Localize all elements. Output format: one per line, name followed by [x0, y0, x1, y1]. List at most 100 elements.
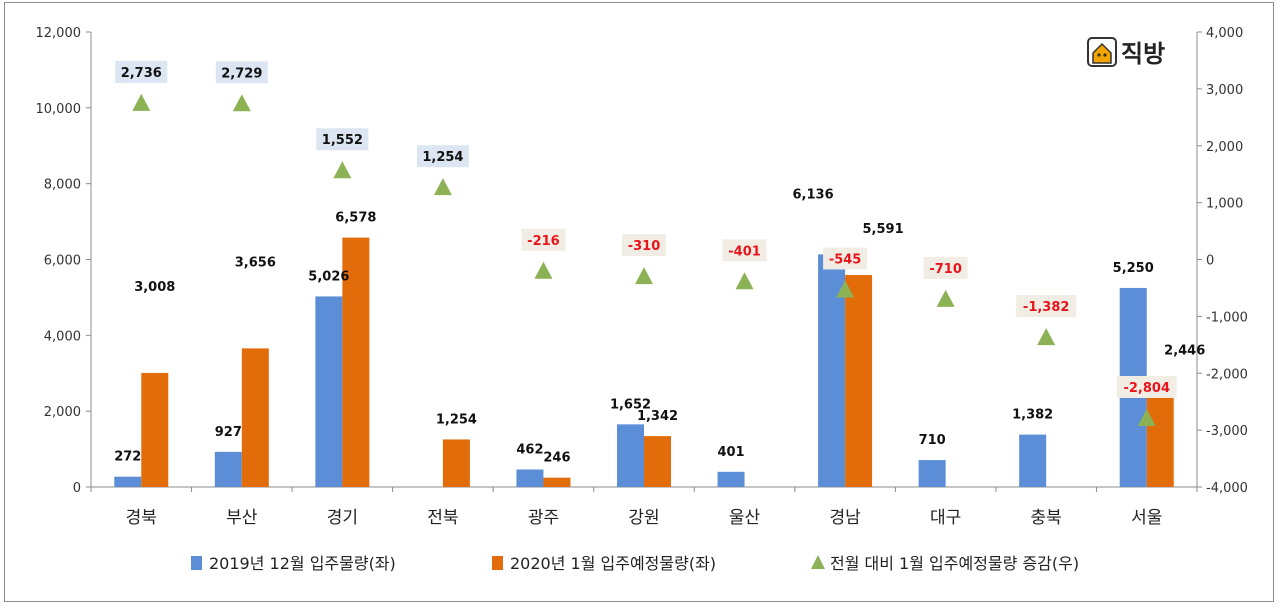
bar-2020-01 [543, 477, 571, 487]
change-marker [333, 161, 352, 179]
y-right-tick-label: -1,000 [1206, 310, 1248, 325]
bar-2020-01-label: 5,591 [863, 222, 904, 237]
bar-2019-12 [114, 476, 142, 487]
x-tick-label: 서울 [1131, 508, 1162, 528]
chart-frame: 직방 0 2,000 4,000 6,000 8,000 10,000 12,000 -4,0… [4, 2, 1274, 602]
bar-2020-01-label: 3,008 [134, 280, 175, 295]
change-marker [1037, 328, 1056, 346]
x-tick-label: 경남 [829, 508, 861, 528]
logo-text: 직방 [1121, 40, 1165, 68]
bars [114, 237, 1174, 487]
change-label: 2,729 [221, 66, 262, 81]
bar-2019-12 [918, 460, 946, 487]
bar-2020-01-label: 2,446 [1164, 343, 1205, 358]
change-marker [433, 178, 452, 196]
x-tick-label: 대구 [930, 508, 961, 528]
bar-2020-01-label: 1,342 [637, 409, 678, 424]
legend-swatch-2020-01 [492, 556, 503, 570]
change-marker [132, 93, 151, 111]
change-label-box [115, 60, 168, 83]
bar-2019-12-label: 5,250 [1113, 261, 1154, 276]
y-left-tick-label: 12,000 [36, 26, 82, 41]
bar-2019-12-label: 710 [919, 433, 946, 448]
change-label-box [722, 239, 767, 262]
change-label-box [923, 256, 968, 279]
bar-2019-12-label: 401 [717, 445, 744, 460]
change-marker [936, 289, 955, 307]
change-marker [232, 94, 251, 112]
change-label-box [215, 61, 268, 84]
bar-2019-12 [1019, 434, 1047, 487]
change-label: -2,804 [1123, 381, 1170, 396]
change-label: -710 [929, 262, 962, 277]
bar-2020-01-label: 6,578 [335, 211, 376, 226]
y-right-tick-label: -2,000 [1206, 367, 1248, 382]
x-tick-label: 울산 [729, 508, 761, 528]
y-left-tick-label: 0 [73, 481, 81, 496]
change-marker [735, 272, 754, 290]
bar-2020-01 [342, 237, 370, 487]
legend-label: 전월 대비 1월 입주예정물량 증감(우) [830, 554, 1079, 573]
legend-item: 2019년 12월 입주물량(좌) [191, 554, 396, 573]
bar-2019-12-label: 5,026 [308, 269, 349, 284]
bar-2020-01-label: 3,656 [235, 255, 276, 270]
bar-2020-01-label: 246 [543, 451, 570, 466]
bar-2019-12 [617, 424, 644, 487]
change-marker [635, 267, 653, 285]
change-label: 1,552 [322, 133, 363, 148]
x-tick-label: 부산 [226, 508, 258, 528]
y-left-tick-label: 10,000 [36, 102, 82, 117]
y-right-tick-label: 4,000 [1206, 26, 1243, 41]
bar-2020-01 [644, 436, 671, 487]
bar-2019-12-label: 927 [215, 425, 242, 440]
bar-2020-01 [1146, 394, 1174, 487]
bar-2019-12 [214, 451, 242, 487]
y-right-tick-label: 0 [1206, 254, 1214, 269]
bar-2019-12-label: 1,382 [1012, 408, 1053, 423]
y-left-tick-label: 2,000 [44, 405, 81, 420]
house-logo-icon [1087, 37, 1117, 67]
chart-svg: 직방 0 2,000 4,000 6,000 8,000 10,000 12,000 -4,0… [36, 26, 1248, 573]
bar-2020-01 [442, 439, 470, 487]
bar-2019-12 [315, 296, 343, 487]
change-label: -545 [829, 252, 862, 267]
y-left-tick-label: 8,000 [44, 178, 81, 193]
bar-2019-12-label: 6,136 [793, 187, 834, 202]
change-label-box [1116, 375, 1177, 398]
x-tick-label: 경기 [327, 508, 358, 528]
x-tick-label: 강원 [628, 508, 659, 528]
change-label-box [416, 145, 469, 168]
y-left-tick-label: 6,000 [44, 254, 81, 269]
change-marker [534, 261, 553, 279]
legend: 2019년 12월 입주물량(좌) 2020년 1월 입주예정물량(좌) 전월 대비… [191, 554, 1079, 573]
x-tick-label: 충북 [1031, 508, 1062, 528]
bar-2019-12-label: 462 [516, 442, 543, 457]
y-right-tick-label: -4,000 [1206, 481, 1248, 496]
x-tick-label: 전북 [427, 508, 458, 528]
change-marker [836, 280, 855, 298]
x-tick-label: 경북 [126, 508, 157, 528]
bar-2020-01-label: 1,254 [436, 412, 477, 427]
legend-item: 2020년 1월 입주예정물량(좌) [492, 554, 716, 573]
legend-swatch-change [811, 555, 825, 569]
change-label-box [1016, 295, 1077, 318]
change-label: -310 [628, 239, 661, 254]
bar-2019-12-label: 272 [114, 450, 141, 465]
change-label-box [823, 247, 868, 270]
bar-2020-01 [241, 348, 269, 487]
legend-label: 2020년 1월 입주예정물량(좌) [510, 554, 716, 573]
bar-2020-01 [845, 275, 873, 487]
change-label: -1,382 [1023, 300, 1070, 315]
bar-2020-01 [141, 372, 169, 487]
axes: 0 2,000 4,000 6,000 8,000 10,000 12,000 -4,000 -… [36, 26, 1248, 528]
legend-item: 전월 대비 1월 입주예정물량 증감(우) [811, 554, 1079, 573]
points [132, 93, 1156, 426]
legend-label: 2019년 12월 입주물량(좌) [209, 554, 396, 573]
bar-2019-12-label: 1,652 [610, 397, 651, 412]
change-label: -216 [527, 234, 560, 249]
x-tick-label: 광주 [528, 508, 559, 528]
change-label: -401 [728, 244, 761, 259]
change-label: 2,736 [121, 66, 162, 81]
y-left-tick-label: 4,000 [44, 329, 81, 344]
